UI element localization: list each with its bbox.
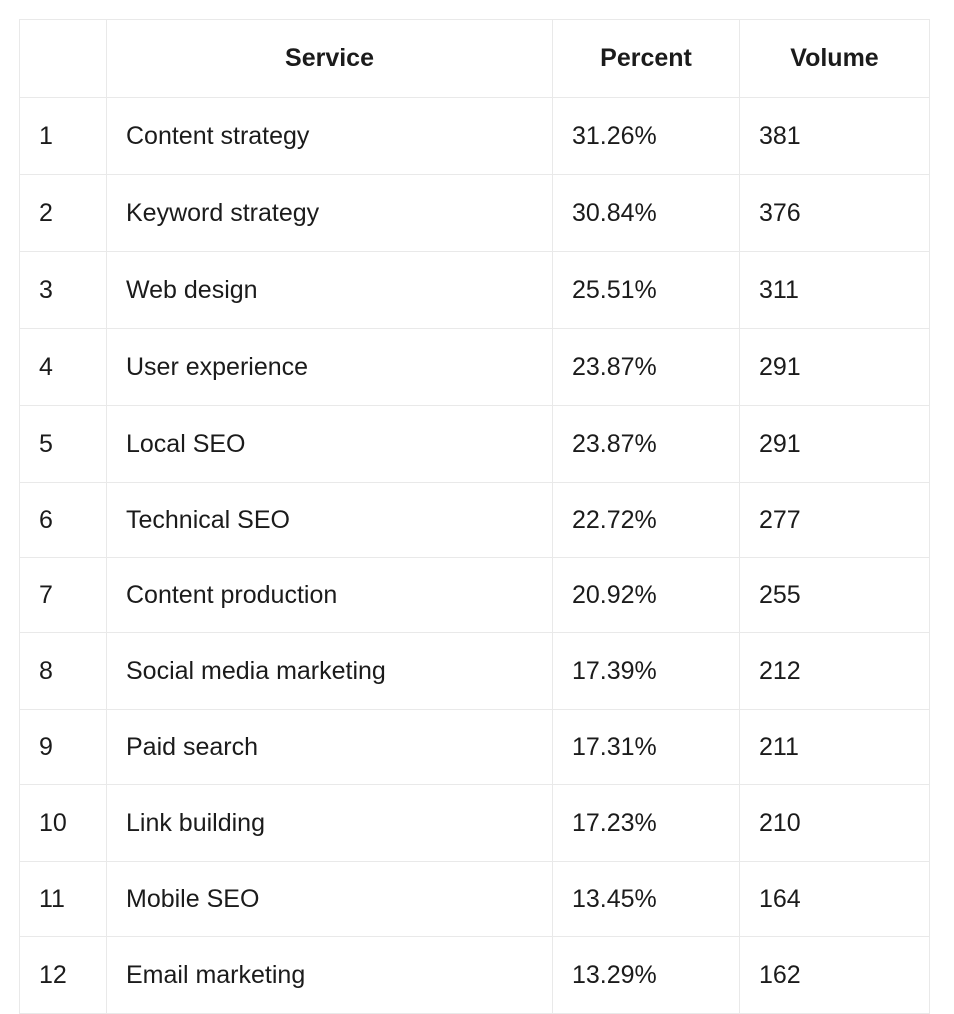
cell-rank: 4 [19,328,107,406]
table-row: 10 Link building 17.23% 210 [19,784,930,862]
cell-rank: 3 [19,251,107,329]
cell-rank: 12 [19,936,107,1014]
cell-service: Local SEO [106,405,553,483]
table-row: 6 Technical SEO 22.72% 277 [19,482,930,558]
cell-service: Technical SEO [106,482,553,558]
header-service: Service [106,19,553,98]
header-rank [19,19,107,98]
cell-percent: 17.39% [552,632,740,710]
cell-percent: 23.87% [552,405,740,483]
cell-rank: 5 [19,405,107,483]
cell-percent: 31.26% [552,97,740,175]
cell-volume: 376 [739,174,930,252]
cell-volume: 210 [739,784,930,862]
cell-percent: 23.87% [552,328,740,406]
cell-rank: 7 [19,557,107,633]
cell-service: User experience [106,328,553,406]
table-row: 1 Content strategy 31.26% 381 [19,97,930,175]
services-table: Service Percent Volume 1 Content strategy… [19,19,930,1014]
cell-volume: 212 [739,632,930,710]
table-row: 3 Web design 25.51% 311 [19,251,930,329]
table-row: 5 Local SEO 23.87% 291 [19,405,930,483]
cell-rank: 6 [19,482,107,558]
cell-service: Email marketing [106,936,553,1014]
cell-service: Content production [106,557,553,633]
table-row: 4 User experience 23.87% 291 [19,328,930,406]
cell-percent: 30.84% [552,174,740,252]
cell-volume: 311 [739,251,930,329]
table-row: 12 Email marketing 13.29% 162 [19,936,930,1014]
cell-volume: 381 [739,97,930,175]
cell-percent: 13.29% [552,936,740,1014]
cell-volume: 255 [739,557,930,633]
header-volume: Volume [739,19,930,98]
cell-service: Social media marketing [106,632,553,710]
header-percent: Percent [552,19,740,98]
cell-rank: 8 [19,632,107,710]
cell-volume: 277 [739,482,930,558]
table-row: 7 Content production 20.92% 255 [19,557,930,633]
cell-service: Keyword strategy [106,174,553,252]
cell-volume: 211 [739,709,930,785]
table-row: 8 Social media marketing 17.39% 212 [19,632,930,710]
cell-service: Link building [106,784,553,862]
cell-volume: 162 [739,936,930,1014]
cell-rank: 10 [19,784,107,862]
cell-service: Web design [106,251,553,329]
cell-percent: 13.45% [552,861,740,937]
table-row: 11 Mobile SEO 13.45% 164 [19,861,930,937]
cell-volume: 291 [739,328,930,406]
cell-rank: 1 [19,97,107,175]
cell-rank: 9 [19,709,107,785]
cell-service: Content strategy [106,97,553,175]
cell-percent: 20.92% [552,557,740,633]
cell-volume: 291 [739,405,930,483]
cell-rank: 11 [19,861,107,937]
table-header-row: Service Percent Volume [19,19,930,98]
cell-service: Paid search [106,709,553,785]
cell-percent: 17.23% [552,784,740,862]
cell-percent: 17.31% [552,709,740,785]
services-table-container: Service Percent Volume 1 Content strategy… [19,19,930,1014]
table-row: 9 Paid search 17.31% 211 [19,709,930,785]
cell-volume: 164 [739,861,930,937]
cell-percent: 25.51% [552,251,740,329]
table-row: 2 Keyword strategy 30.84% 376 [19,174,930,252]
cell-rank: 2 [19,174,107,252]
cell-percent: 22.72% [552,482,740,558]
cell-service: Mobile SEO [106,861,553,937]
